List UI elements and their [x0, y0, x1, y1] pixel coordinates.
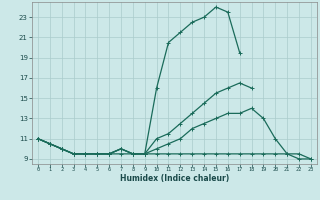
X-axis label: Humidex (Indice chaleur): Humidex (Indice chaleur) — [120, 174, 229, 183]
